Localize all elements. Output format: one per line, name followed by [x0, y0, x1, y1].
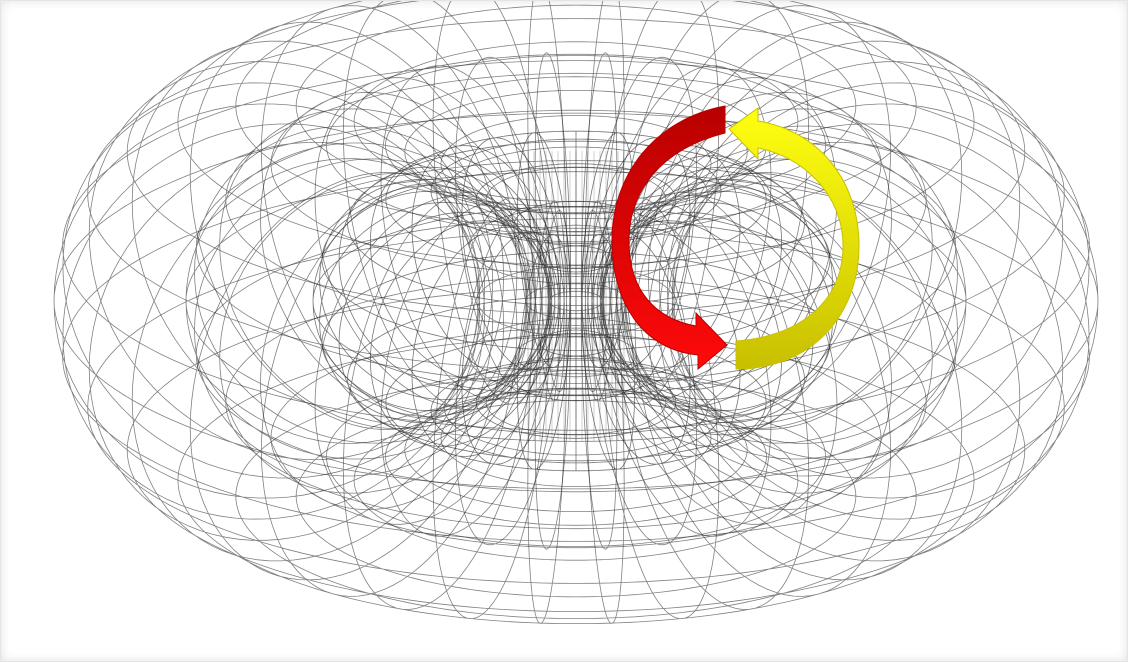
torus-throat-lines	[527, 151, 625, 441]
wireframe-mesh-3	[312, 130, 840, 472]
yellow-flow-arrow	[728, 107, 860, 370]
flow-arrows	[611, 105, 860, 371]
red-flow-arrow	[611, 105, 728, 371]
inner-torus-shell	[312, 130, 840, 472]
